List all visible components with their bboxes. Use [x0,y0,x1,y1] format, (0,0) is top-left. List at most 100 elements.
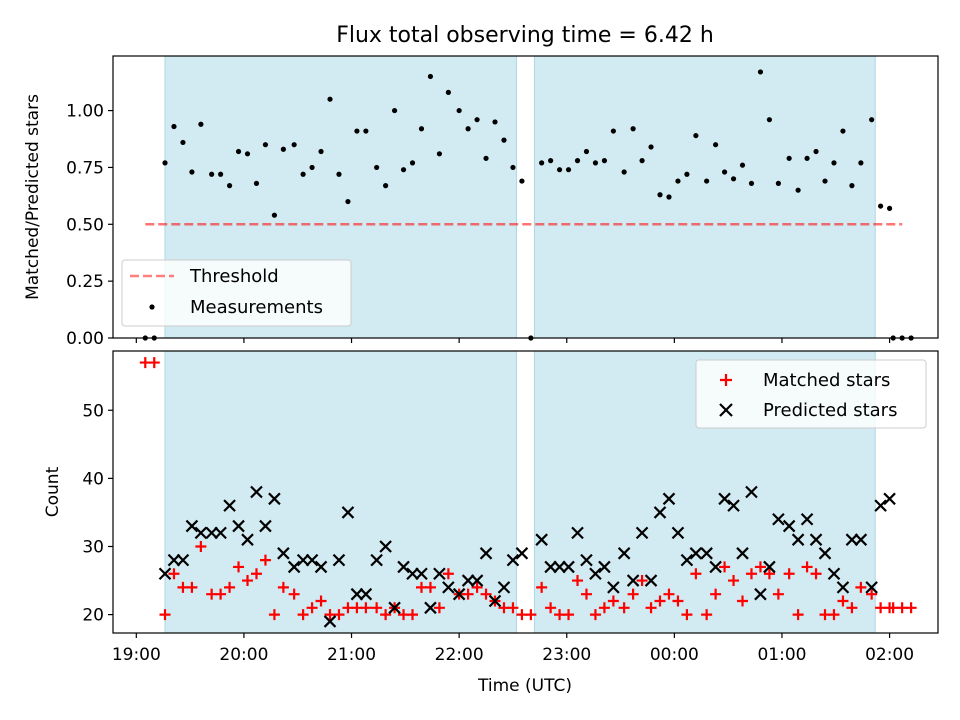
predicted-star-point [745,485,758,499]
predicted-star-point [644,574,658,587]
measurement-point [262,142,269,148]
matched-star-point [754,561,766,573]
matched-star-point [701,609,713,621]
measurement-point [300,171,306,177]
matched-star-point [828,609,840,621]
measurement-point [501,137,507,143]
matched-star-point [471,581,483,593]
matched-star-point [636,575,648,587]
measurement-point [813,148,819,155]
matched-star-point [168,568,180,580]
predicted-star-point [763,560,776,574]
bottom-y-axis-ticks: 20 30 40 50 [82,401,113,626]
measurement-point [630,126,636,132]
legend-predicted-swatch [719,403,733,417]
predicted-star-point [433,567,446,581]
y-tick-label: 0.75 [66,158,104,178]
top-x-axis-ticks [135,338,891,343]
measurement-point [383,183,389,189]
x-axis-label: Time (UTC) [477,676,572,696]
predicted-star-point [607,581,620,594]
matched-star-point [663,588,675,600]
x-tick-label: 22:00 [435,645,484,665]
y-tick-label: 30 [82,537,104,557]
bottom-plot-frame [112,350,939,634]
measurement-point [583,148,590,155]
measurement-point [858,160,864,166]
predicted-star-point [314,560,328,574]
measurement-point [519,178,525,184]
matched-star-point [224,581,236,593]
predicted-stars-points [158,485,896,628]
measurement-point [693,132,699,139]
bottom-legend-box [695,359,927,429]
predicted-star-point [662,492,676,506]
predicted-star-point [370,553,383,567]
measurement-point [539,160,545,166]
matched-star-point [580,588,592,600]
predicted-star-point [827,567,841,581]
matched-star-point [728,575,740,587]
x-tick-label: 00:00 [650,645,699,665]
measurement-point [492,119,498,125]
measurement-point [730,176,737,182]
predicted-star-point [167,553,181,567]
predicted-star-point [479,547,493,560]
measurement-point [180,139,186,146]
bottom-y-axis-label: Count [43,466,63,517]
measurement-point [757,69,764,75]
y-tick-label: 20 [82,606,104,626]
measurement-point [427,73,434,80]
measurement-point [354,128,360,134]
predicted-star-point [461,574,475,587]
legend-measurement-label: Measurements [190,297,323,318]
measurement-point [775,180,781,186]
matched-star-point [792,609,804,621]
predicted-star-point [341,506,355,519]
matched-star-point [233,561,245,573]
matched-star-point [710,588,722,600]
predicted-star-point [296,553,310,567]
matched-star-point [855,581,867,593]
top-y-axis-ticks: 0.00 0.25 0.50 0.75 1.00 [66,102,113,349]
measurement-point [804,155,810,161]
measurement-point [345,198,351,205]
measurement-point [253,180,260,186]
predicted-star-point [232,519,245,533]
matched-star-point [186,581,198,593]
measurement-point [226,183,233,189]
predicted-star-point [653,506,667,519]
predicted-star-point [544,560,557,574]
matched-star-point [837,595,849,607]
top-shaded-regions [164,55,876,339]
measurement-point [648,144,654,150]
matched-star-point [772,588,784,600]
predicted-star-point [470,574,484,587]
shaded-interval [533,55,876,339]
measurement-point [271,212,278,218]
top-legend-box [121,259,352,327]
matched-star-point [536,581,548,593]
measurement-point [739,162,746,168]
matched-star-point [598,602,610,614]
measurement-point [878,203,884,209]
predicted-star-point [680,553,694,567]
measurement-point [639,158,645,164]
predicted-star-point [506,553,520,567]
predicted-star-point [305,553,319,567]
matched-star-point [159,609,171,621]
predicted-star-point [626,574,640,587]
measurement-point [610,128,616,134]
matched-star-point [589,609,601,621]
matched-star-point [288,588,300,600]
measurement-point [869,117,875,123]
predicted-star-point [424,601,437,615]
matched-star-point [315,595,327,607]
y-tick-label: 0.25 [66,272,104,292]
matched-star-point [360,602,372,614]
matched-star-point [507,602,519,614]
measurement-point [209,171,215,177]
legend-measurement-swatch [149,304,155,310]
bottom-x-axis-ticks: 19:00 20:00 21:00 22:00 23:00 00:00 01:00 02:00 [112,633,914,665]
matched-star-point [195,540,207,552]
